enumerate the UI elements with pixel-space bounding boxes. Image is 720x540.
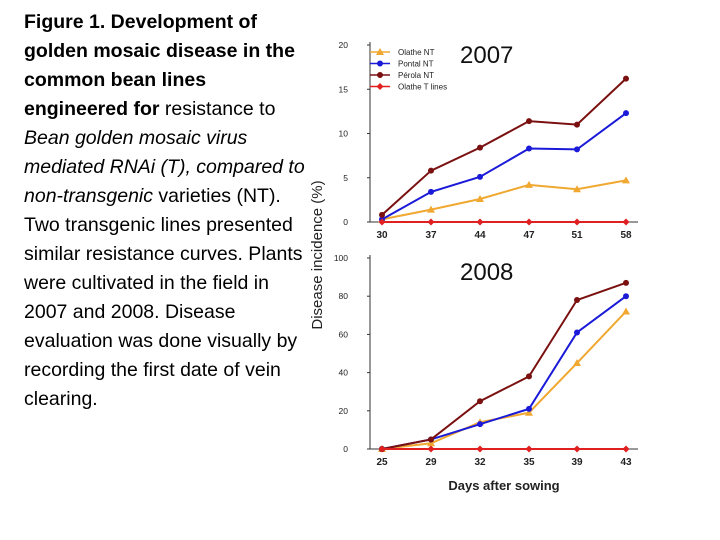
chart-2007-point [622,176,630,184]
chart-2007-point [477,173,483,180]
disease-incidence-figure: 0 5 10 15 20 30 37 44 47 51 58 2007 Olathe NT Pontal … [309,40,638,493]
y-axis-title: Disease incidence (%) [309,180,326,329]
legend-label: Pérola NT [398,71,434,80]
caption-plain-1: resistance to [164,98,276,120]
chart-2007-point [622,218,630,226]
chart-2007-x-tick-label: 30 [376,230,388,241]
chart-2007-point [574,121,580,128]
chart-2007-x-tick-label: 58 [620,230,632,241]
chart-2007-point [623,110,629,117]
chart-2008-point [525,408,533,416]
chart-2008-point [427,445,435,453]
chart-2008-point [477,421,483,428]
chart-2008-point [428,436,434,443]
chart-2007-y-tick-label: 5 [343,173,348,183]
chart-2008-y-tick-label: 0 [343,444,348,454]
chart-2008-series-line [381,310,627,450]
chart-2007-x-tick-label: 47 [523,230,535,241]
chart-2008-series-line [381,281,627,450]
chart-2007-point [574,146,580,153]
chart-2008-point [476,445,484,453]
chart-2008-y-tick-label: 60 [339,329,349,339]
chart-2007-y-tick-label: 20 [339,40,349,50]
chart-2007-point [427,218,435,226]
legend-swatch-marker [376,83,384,90]
legend-label: Pontal NT [398,60,434,69]
chart-2007-title: 2007 [460,42,513,69]
chart-2007-point [427,205,435,213]
chart-2007-x-tick-label: 44 [474,230,486,241]
chart-2008-point [573,359,581,367]
chart-2007-point [573,218,581,226]
chart-2008-x-tick-label: 25 [376,457,388,468]
chart-2008-x-tick-label: 43 [620,457,632,468]
chart-2008-series-line [381,295,627,450]
chart-2008-point [427,439,435,447]
chart-2008-y-tick-label: 40 [339,368,349,378]
chart-2008-x-tick-label: 35 [523,457,535,468]
chart-2008-point [574,329,580,336]
chart-2007-point [379,211,385,218]
chart-2007-point [477,144,483,151]
chart-2007-point [526,145,532,152]
chart-2007-series-line [381,179,627,221]
chart-2008-y-tick-label: 20 [339,406,349,416]
chart-2007-point [525,180,533,188]
chart-2007-point [378,218,386,226]
chart-2007-point [573,185,581,193]
caption-plain-2: varieties (NT). Two transgenic lines pre… [24,185,303,410]
chart-2008-point [525,445,533,453]
x-axis-title: Days after sowing [448,478,559,493]
figure-caption: Figure 1. Development of golden mosaic d… [24,8,314,414]
chart-2008-y-tick-label: 80 [339,291,349,301]
chart-2007-y-tick-label: 0 [343,217,348,227]
chart-2008-x-tick-label: 32 [474,457,486,468]
chart-2008-point [526,373,532,380]
chart-2008-x-tick-label: 39 [571,457,583,468]
chart-2008-point [623,293,629,300]
chart-2007-point [623,75,629,82]
legend-swatch-marker [377,60,383,67]
chart-2008-title: 2008 [460,259,513,286]
legend-label: Olathe NT [398,48,435,57]
chart-2008-point [378,445,386,453]
legend-swatch-marker [377,72,383,78]
chart-2007-y-tick-label: 15 [339,84,349,94]
chart-2007-point [525,218,533,226]
chart-2007-series-line [381,112,627,221]
chart-2008-point [622,445,630,453]
chart-2007-point [526,118,532,125]
chart-2008-x-tick-label: 29 [425,457,437,468]
chart-2007-series-line [381,77,627,216]
chart-2007-x-tick-label: 37 [425,230,437,241]
chart-2008-point [573,445,581,453]
chart-2007-point [476,194,484,202]
legend-swatch-marker [376,48,384,55]
legend-label: Olathe T lines [398,83,447,92]
chart-2008-point [623,279,629,286]
chart-2008-point [526,405,532,412]
chart-2008-y-tick-label: 100 [334,253,348,263]
chart-2007-x-tick-label: 51 [571,230,583,241]
chart-2007-point [476,218,484,226]
chart-2007-y-tick-label: 10 [339,129,349,139]
chart-2008-point [574,297,580,304]
chart-2008-point [477,398,483,405]
caption-italic: Bean golden mosaic virus mediated RNAi (… [24,127,305,207]
chart-2008-point [622,307,630,315]
chart-2007-point [428,188,434,195]
caption-bold: Figure 1. Development of golden mosaic d… [24,11,295,120]
chart-2007-point [428,167,434,174]
